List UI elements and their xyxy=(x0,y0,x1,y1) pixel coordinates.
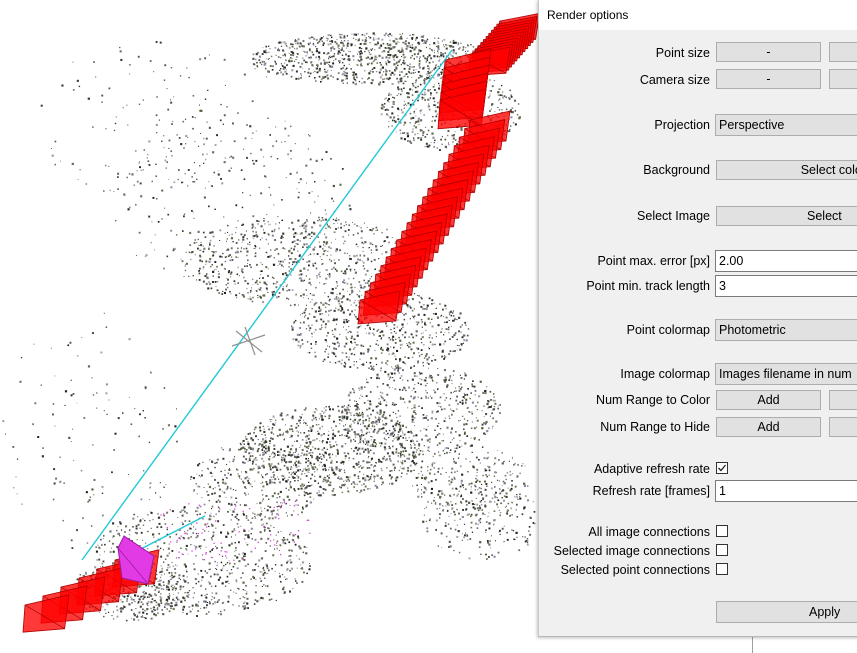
num-range-hide-remove-button[interactable] xyxy=(829,417,857,437)
point-size-increase-button[interactable] xyxy=(829,42,857,62)
point-size-label: Point size xyxy=(655,46,710,60)
render-options-dialog: Render options Point size - Camera size … xyxy=(538,0,857,637)
window-edge xyxy=(752,636,753,653)
image-connection-line xyxy=(81,49,453,561)
point-min-track-label: Point min. track length xyxy=(586,279,710,293)
select-image-button[interactable]: Select xyxy=(716,206,857,226)
image-colormap-select[interactable]: Images filename in num xyxy=(715,363,857,385)
point-colormap-select[interactable]: Photometric xyxy=(715,319,857,341)
checkmark-icon xyxy=(718,464,727,472)
point-max-error-label: Point max. error [px] xyxy=(597,254,710,268)
projection-label: Projection xyxy=(654,118,710,132)
image-connection-line xyxy=(134,515,206,553)
background-label: Background xyxy=(643,163,710,177)
image-colormap-label: Image colormap xyxy=(620,367,710,381)
selected-point-connections-checkbox[interactable] xyxy=(716,563,728,575)
point-max-error-input[interactable]: 2.00 xyxy=(715,250,857,272)
background-select-color-button[interactable]: Select color xyxy=(716,160,857,180)
selected-point-connections-label: Selected point connections xyxy=(560,563,710,577)
camera-size-increase-button[interactable] xyxy=(829,69,857,89)
apply-button[interactable]: Apply xyxy=(716,601,857,623)
camera-size-decrease-button[interactable]: - xyxy=(716,69,821,89)
camera-size-label: Camera size xyxy=(639,73,710,87)
refresh-rate-label: Refresh rate [frames] xyxy=(592,484,710,498)
refresh-rate-input[interactable]: 1 xyxy=(715,480,857,502)
point-size-decrease-button[interactable]: - xyxy=(716,42,821,62)
selected-image-connections-label: Selected image connections xyxy=(553,544,710,558)
adaptive-refresh-label: Adaptive refresh rate xyxy=(593,462,710,476)
adaptive-refresh-checkbox[interactable] xyxy=(716,462,728,474)
axis-gizmo xyxy=(231,326,266,356)
num-range-color-add-button[interactable]: Add xyxy=(716,390,821,410)
point-colormap-label: Point colormap xyxy=(626,323,710,337)
point-min-track-input[interactable]: 3 xyxy=(715,275,857,297)
all-image-connections-label: All image connections xyxy=(588,525,710,539)
camera-frustums xyxy=(22,12,541,633)
num-range-color-label: Num Range to Color xyxy=(596,393,710,407)
dialog-title: Render options xyxy=(547,8,629,22)
num-range-hide-add-button[interactable]: Add xyxy=(716,417,821,437)
title-bar[interactable]: Render options xyxy=(539,0,857,30)
projection-select[interactable]: Perspective xyxy=(715,114,857,136)
all-image-connections-checkbox[interactable] xyxy=(716,525,728,537)
num-range-hide-label: Num Range to Hide xyxy=(600,420,710,434)
select-image-label: Select Image xyxy=(637,209,710,223)
selected-image-connections-checkbox[interactable] xyxy=(716,544,728,556)
num-range-color-remove-button[interactable] xyxy=(829,390,857,410)
selected-camera-frustum xyxy=(117,535,155,585)
